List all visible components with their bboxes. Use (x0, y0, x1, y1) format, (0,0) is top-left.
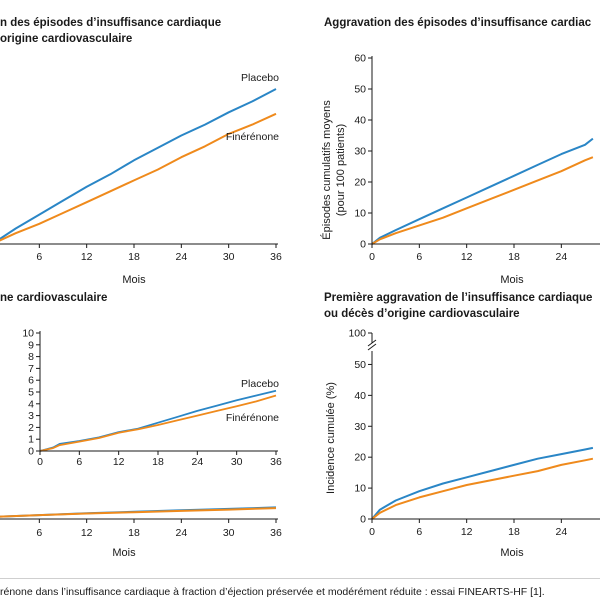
tr-y-tick-label: 50 (354, 84, 366, 96)
tl-title-line2: origine cardiovasculaire (0, 33, 132, 45)
tl-series-placebo (0, 88, 277, 240)
tr-y-tick-label: 10 (354, 208, 366, 220)
bl-x-tick-label: 36 (270, 527, 282, 539)
caption-divider (0, 578, 600, 579)
bl-inset-series-finerenone (39, 394, 277, 452)
bl-x-tick-label: 24 (175, 527, 187, 539)
tr-title: Aggravation des épisodes d’insuffisance … (324, 17, 592, 29)
bl-inset-y-tick-label: 2 (28, 422, 34, 434)
bl-inset-y-tick-label: 8 (28, 351, 34, 363)
br-x-tick-label: 24 (555, 526, 567, 538)
bl-inset-x-tick-label: 30 (231, 456, 243, 468)
tl-series-label-finerenone: Finérénone (226, 131, 279, 143)
bl-inset-series-label-placebo: Placebo (241, 378, 279, 390)
tr-y-tick-label: 40 (354, 115, 366, 127)
bl-inset-y-tick-label: 10 (22, 328, 34, 340)
tl-series-label-placebo: Placebo (241, 72, 279, 84)
tl-x-tick-label: 12 (81, 251, 93, 263)
tr-y-tick-label: 60 (354, 53, 366, 65)
tl-series-finerenone (0, 112, 277, 242)
br-y-axis-label: Incidence cumulée (%) (325, 382, 337, 494)
br-title-line1: Première aggravation de l’insuffisance c… (324, 292, 592, 304)
bl-inset-y-tick-label: 5 (28, 387, 34, 399)
bl-title: ne cardiovasculaire (0, 292, 107, 304)
br-y-tick-label: 50 (354, 359, 366, 371)
bl-inset-y-tick-label: 9 (28, 339, 34, 351)
tr-y-axis-label: Épisodes cumulatifs moyens (pour 100 pati… (320, 100, 347, 240)
figure-caption: rénone dans l’insuffisance cardiaque à f… (0, 586, 545, 598)
tr-y-tick-label: 30 (354, 146, 366, 158)
br-x-tick-label: 18 (508, 526, 520, 538)
tl-x-tick-label: 6 (36, 251, 42, 263)
bl-inset-x-tick-label: 12 (113, 456, 125, 468)
tr-series-finerenone (371, 156, 594, 245)
bl-x-axis-label: Mois (112, 547, 136, 559)
bl-inset-y-tick-label: 7 (28, 363, 34, 375)
bl-inset-x-tick-label: 0 (37, 456, 43, 468)
bl-inset-y-tick-label: 1 (28, 434, 34, 446)
br-axis-break-icon (367, 339, 377, 351)
tr-x-tick-label: 0 (369, 251, 375, 263)
tl-x-tick-label: 36 (270, 251, 282, 263)
tl-x-axis-label: Mois (122, 274, 146, 286)
bl-x-tick-label: 6 (36, 527, 42, 539)
br-x-tick-label: 0 (369, 526, 375, 538)
bl-series-finerenone (0, 507, 277, 518)
tr-x-tick-label: 24 (555, 251, 567, 263)
bl-inset-x-tick-label: 18 (152, 456, 164, 468)
tr-x-tick-label: 12 (461, 251, 473, 263)
bl-inset-series-placebo (39, 389, 277, 452)
tr-series-placebo (371, 137, 594, 245)
bl-inset-y-tick-label: 0 (28, 446, 34, 458)
tr-y-axis-label-line1: Épisodes cumulatifs moyens (320, 100, 333, 240)
tl-title-line1: n des épisodes d’insuffisance cardiaque (0, 17, 221, 29)
br-x-tick-label: 6 (416, 526, 422, 538)
br-x-axis-label: Mois (500, 547, 524, 559)
tl-x-tick-label: 18 (128, 251, 140, 263)
tl-x-tick-label: 24 (175, 251, 187, 263)
br-y-tick-label: 40 (354, 390, 366, 402)
tr-x-tick-label: 6 (416, 251, 422, 263)
br-y-tick-label-top: 100 (348, 328, 366, 340)
tr-x-axis-label: Mois (500, 274, 524, 286)
tr-x-tick-label: 18 (508, 251, 520, 263)
bl-x-tick-label: 30 (223, 527, 235, 539)
br-series-placebo (371, 446, 594, 520)
br-title-line2: ou décès d’origine cardiovasculaire (324, 308, 520, 320)
bl-inset-x-tick-label: 36 (270, 456, 282, 468)
br-y-tick-label: 30 (354, 421, 366, 433)
bl-inset-y-tick-label: 3 (28, 410, 34, 422)
bl-inset-x-tick-label: 24 (191, 456, 203, 468)
tr-y-tick-label: 20 (354, 177, 366, 189)
br-y-tick-label: 0 (360, 514, 366, 526)
bl-inset-y-tick-label: 6 (28, 375, 34, 387)
bl-inset-y-tick-label: 4 (28, 398, 34, 410)
br-series-finerenone (371, 457, 594, 520)
br-y-tick-label: 20 (354, 452, 366, 464)
tr-y-tick-label: 0 (360, 239, 366, 251)
br-y-axis-label-text: Incidence cumulée (%) (325, 382, 337, 494)
bl-x-tick-label: 12 (81, 527, 93, 539)
br-y-tick-label: 10 (354, 483, 366, 495)
bl-inset-series-label-finerenone: Finérénone (226, 412, 279, 424)
bl-inset-x-tick-label: 6 (76, 456, 82, 468)
br-x-tick-label: 12 (461, 526, 473, 538)
tl-x-tick-label: 30 (223, 251, 235, 263)
bl-x-tick-label: 18 (128, 527, 140, 539)
tr-y-axis-label-line2: (pour 100 patients) (335, 124, 347, 216)
